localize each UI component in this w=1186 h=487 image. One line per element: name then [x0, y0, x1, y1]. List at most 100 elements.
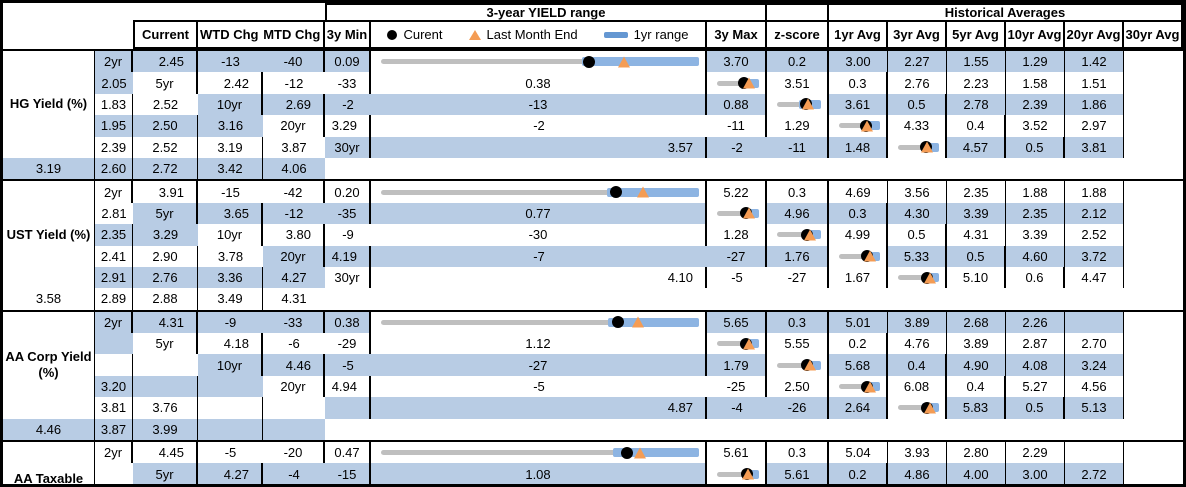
- range-track: [777, 224, 821, 245]
- range-chart-cell: [371, 442, 707, 464]
- last-month-triangle: [742, 77, 755, 89]
- cell-avg-4: [198, 397, 263, 419]
- cell-current: 4.19: [325, 245, 371, 267]
- cell-avg-1: 4.46: [3, 418, 95, 441]
- cell-avg-5: 2.05: [95, 72, 133, 94]
- current-dot-icon: [387, 29, 398, 40]
- cell-wtd-chg: -2: [707, 136, 767, 158]
- range-bar-3y: [777, 101, 821, 107]
- cell-mtd-chg: -11: [707, 115, 767, 137]
- cell-3y-max: 4.99: [829, 224, 888, 246]
- cell-3y-max: 3.61: [829, 93, 888, 116]
- last-month-triangle: [618, 56, 631, 68]
- last-month-triangle: [804, 229, 817, 241]
- cell-z-score: 0.5: [1006, 397, 1065, 419]
- legend-last-month-end: Last Month End: [468, 27, 578, 42]
- range-bar-3y: [898, 275, 939, 281]
- cell-3y-max: 5.22: [707, 181, 767, 203]
- last-month-triangle: [636, 186, 649, 198]
- cell-tenor: 5yr: [133, 202, 198, 225]
- cell-avg-2: 2.35: [947, 181, 1006, 203]
- cell-avg-2: 1.86: [1065, 93, 1124, 116]
- range-bar-3y: [717, 471, 759, 477]
- cell-avg-1: 3.58: [3, 288, 95, 310]
- cell-3y-min: 0.09: [325, 51, 371, 73]
- range-track: [381, 442, 699, 463]
- range-bar-3y: [381, 59, 699, 65]
- cell-mtd-chg: -35: [325, 202, 371, 225]
- cell-avg-0: 5.27: [1006, 375, 1065, 398]
- cell-tenor: 20yr: [263, 375, 325, 398]
- cell-avg-5: [95, 463, 133, 484]
- cell-z-score: 0.2: [829, 333, 888, 355]
- range-bar-3y: [777, 232, 821, 238]
- col-header-10yr-avg: 10yr Avg: [1006, 20, 1065, 49]
- title-row: 3-year YIELD range Historical Averages: [3, 3, 1183, 20]
- cell-avg-4: 1.83: [95, 93, 133, 116]
- range-track: [839, 376, 880, 397]
- range-chart-cell: [767, 354, 829, 376]
- cell-wtd-chg: -15: [221, 184, 240, 200]
- cell-3y-min: 1.08: [371, 463, 707, 484]
- cell-avg-5: 3.29: [133, 224, 198, 246]
- col-header-20yr-avg: 20yr Avg: [1065, 20, 1124, 49]
- cell-3y-max: 5.33: [888, 245, 947, 267]
- cell-avg-5: [198, 375, 263, 398]
- cell-wtd-chg: -5: [731, 270, 743, 286]
- range-track: [839, 246, 880, 267]
- cell-avg-0: 5.04: [829, 442, 888, 464]
- cell-current: 4.27: [198, 463, 263, 484]
- cell-mtd-chg: -26: [767, 397, 829, 419]
- cell-avg-3: 1.88: [1006, 181, 1065, 203]
- group-label: HG Yield (%): [3, 51, 95, 158]
- cell-avg-0: 4.31: [947, 224, 1006, 246]
- cell-avg-0: 4.30: [888, 202, 947, 225]
- cell-current: 4.94: [325, 375, 371, 398]
- cell-z-score: 0.4: [888, 354, 947, 376]
- cell-3y-min: 2.50: [767, 375, 829, 398]
- cell-3y-max: 3.70: [707, 51, 767, 73]
- cell-avg-3: 2.76: [133, 266, 198, 289]
- cell-wtd-chg: -13: [198, 51, 263, 73]
- cell-avg-0: 4.60: [1006, 245, 1065, 267]
- cell-z-score: 0.3: [829, 202, 888, 225]
- cell-avg-1: 4.56: [1065, 375, 1124, 398]
- cell-avg-2: 1.58: [1006, 72, 1065, 94]
- cell-wtd-chg: -12: [263, 202, 325, 225]
- cell-avg-1: 3.39: [1006, 224, 1065, 246]
- cell-3y-max: 5.65: [707, 311, 767, 334]
- cell-mtd-chg: -11: [767, 136, 829, 158]
- last-month-triangle: [743, 207, 756, 219]
- cell-avg-1: 2.23: [947, 72, 1006, 94]
- last-month-triangle: [632, 316, 645, 328]
- cell-avg-3: 2.52: [133, 136, 198, 158]
- section-2: AA Corp Yield (%) 2yr 4.31 -9 -33 0.38 5.65 0.3…: [3, 311, 1183, 443]
- cell-avg-2: 3.00: [1006, 463, 1065, 484]
- cell-avg-2: 2.39: [95, 136, 133, 158]
- range-chart-cell: [371, 311, 707, 334]
- col-header-3y-min: 3y Min: [325, 20, 371, 49]
- range-bar-3y: [898, 144, 939, 150]
- cell-z-score: 0.4: [947, 375, 1006, 398]
- cell-avg-5: 3.16: [198, 115, 263, 137]
- cell-current: 3.57: [371, 136, 707, 158]
- col-header-5yr-avg: 5yr Avg: [947, 20, 1006, 49]
- cell-avg-5: [263, 397, 325, 418]
- range-chart-cell: [707, 333, 767, 355]
- cell-3y-max: 5.10: [947, 266, 1006, 289]
- cell-current: 4.45: [133, 442, 198, 464]
- cell-tenor: 10yr: [198, 354, 263, 376]
- col-header-z-score: z-score: [767, 20, 829, 49]
- cell-3y-max: 5.61: [707, 442, 767, 464]
- range-track: [381, 181, 699, 202]
- cell-mtd-chg: -27: [371, 354, 707, 376]
- cell-tenor: 20yr: [263, 115, 325, 137]
- cell-3y-min: 1.28: [707, 224, 767, 246]
- cell-avg-2: 2.91: [95, 266, 133, 289]
- cell-avg-1: 3.56: [888, 181, 947, 203]
- range-track: [717, 463, 759, 484]
- legend-1yr-range-label: 1yr range: [633, 27, 689, 42]
- cell-avg-2: 2.60: [95, 157, 133, 180]
- range-chart-cell: [888, 266, 947, 289]
